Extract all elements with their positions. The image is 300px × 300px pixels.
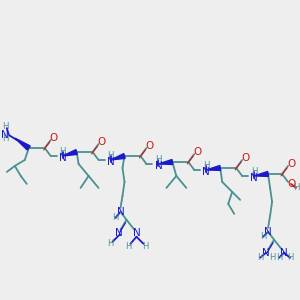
Text: N: N [107,157,114,167]
Polygon shape [15,138,30,150]
Text: H: H [260,232,266,241]
Text: O: O [241,153,249,163]
Text: N: N [262,248,270,258]
Text: H: H [112,213,119,222]
Text: H: H [142,242,148,251]
Text: O: O [145,141,154,151]
Text: H: H [3,134,9,142]
Text: O: O [287,159,295,169]
Text: N: N [250,173,258,183]
Text: H: H [251,167,257,176]
Text: H: H [293,183,299,192]
Text: H: H [59,148,66,157]
Polygon shape [158,160,173,164]
Text: O: O [50,133,58,143]
Text: H: H [203,161,209,170]
Polygon shape [63,150,77,156]
Polygon shape [254,172,268,176]
Polygon shape [206,166,220,170]
Text: N: N [280,248,288,258]
Text: N: N [1,130,9,140]
Text: O: O [98,137,106,147]
Text: H: H [125,242,132,251]
Text: H: H [287,253,293,262]
Text: N: N [117,207,124,217]
Text: N: N [154,161,162,171]
Text: N: N [264,227,272,237]
Text: H: H [107,152,114,160]
Text: H: H [269,253,275,262]
Text: H: H [257,253,263,262]
Text: H: H [155,155,162,164]
Text: N: N [115,228,122,238]
Polygon shape [110,154,125,160]
Text: N: N [59,153,67,163]
Text: H: H [3,122,9,130]
Text: O: O [287,179,295,189]
Text: N: N [202,167,210,177]
Text: N: N [133,228,140,238]
Text: H: H [107,239,114,248]
Text: O: O [193,147,201,157]
Text: H: H [276,253,282,262]
